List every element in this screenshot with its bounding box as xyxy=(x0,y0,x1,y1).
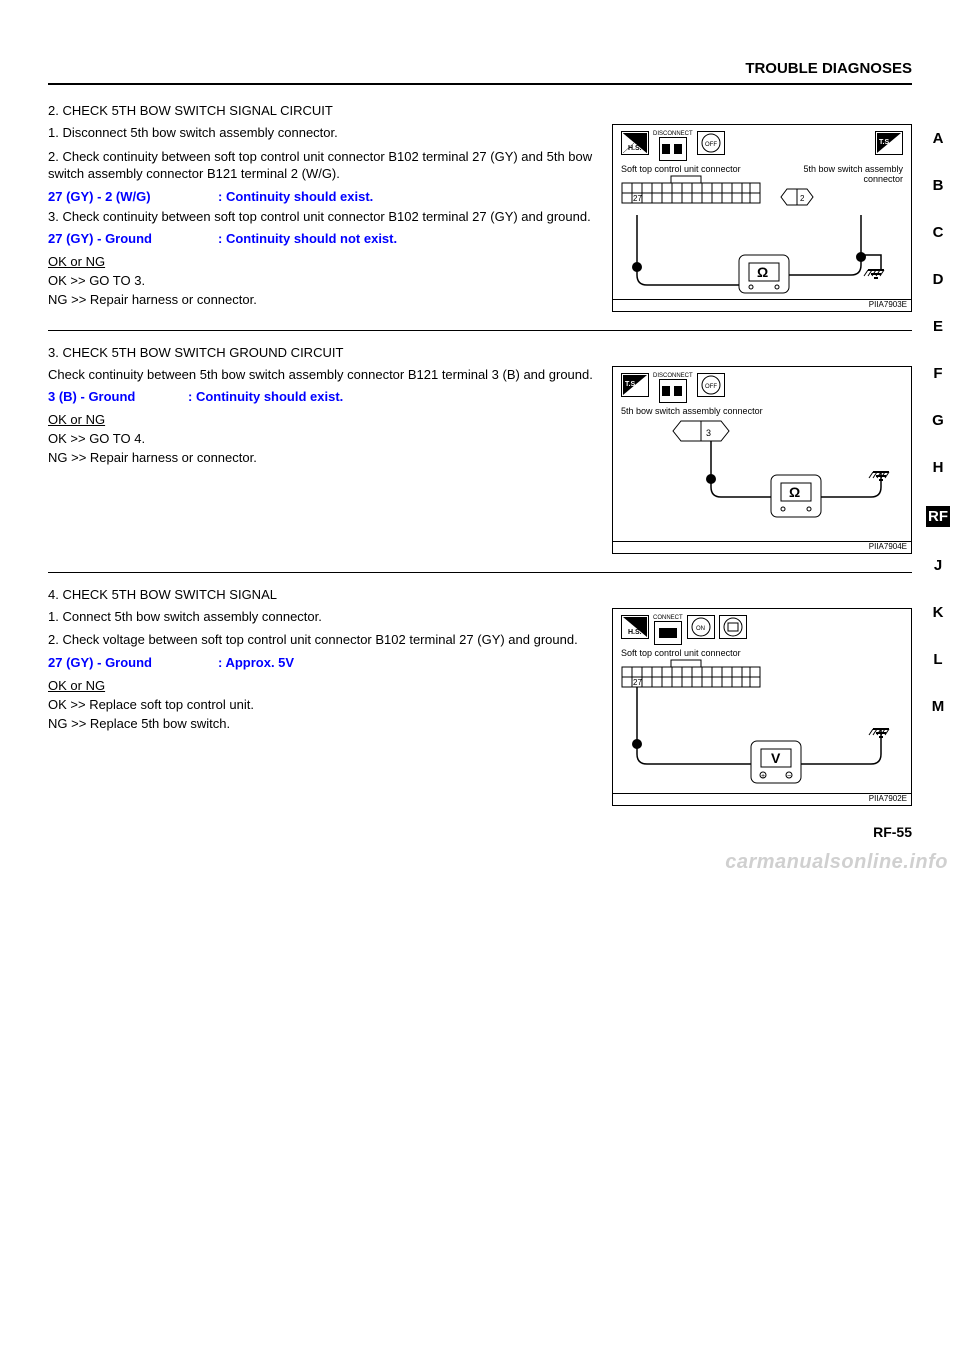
engine-icon xyxy=(719,615,747,639)
svg-text:−: − xyxy=(787,773,791,780)
svg-text:OFF: OFF xyxy=(705,142,717,148)
fig3-wiring: 27 V + − xyxy=(621,659,905,789)
fig1-code: PIIA7903E xyxy=(613,299,911,311)
disconnect-icon xyxy=(659,137,687,161)
svg-text:H.S.: H.S. xyxy=(628,145,642,152)
svg-text:+: + xyxy=(761,773,765,780)
svg-text:ON: ON xyxy=(696,626,705,632)
step2-spec1-left: 27 (GY) - 2 (W/G) xyxy=(48,189,218,204)
step3-ng: NG >> Repair harness or connector. xyxy=(48,450,600,465)
step3-title: 3. CHECK 5TH BOW SWITCH GROUND CIRCUIT xyxy=(48,345,912,360)
fig2-code: PIIA7904E xyxy=(613,541,911,553)
step4-ok: OK >> Replace soft top control unit. xyxy=(48,697,600,712)
svg-text:Ω: Ω xyxy=(789,484,800,500)
connect-icon xyxy=(654,621,682,645)
step2-line3: 3. Check continuity between soft top con… xyxy=(48,208,600,226)
step4-spec-left: 27 (GY) - Ground xyxy=(48,655,218,670)
svg-text:T.S.: T.S. xyxy=(879,139,891,146)
step4-okng: OK or NG xyxy=(48,678,600,693)
title-rule xyxy=(48,83,912,85)
step2-ok: OK >> GO TO 3. xyxy=(48,273,600,288)
svg-text:T.S.: T.S. xyxy=(625,381,637,388)
svg-text:2: 2 xyxy=(800,194,805,203)
svg-text:Ω: Ω xyxy=(757,264,768,280)
step2-line2: 2. Check continuity between soft top con… xyxy=(48,148,600,183)
step2-spec2-left: 27 (GY) - Ground xyxy=(48,231,218,246)
rule-2 xyxy=(48,330,912,331)
ts-icon-2: T.S. xyxy=(621,373,649,397)
page-number: RF-55 xyxy=(48,824,912,840)
step4-ng: NG >> Replace 5th bow switch. xyxy=(48,716,600,731)
hs-icon: H.S. xyxy=(621,131,649,155)
step4-line2: 2. Check voltage between soft top contro… xyxy=(48,631,600,649)
svg-text:OFF: OFF xyxy=(705,384,717,390)
step4-title: 4. CHECK 5TH BOW SWITCH SIGNAL xyxy=(48,587,912,602)
svg-text:3: 3 xyxy=(706,428,711,438)
svg-text:27: 27 xyxy=(633,194,642,203)
off-icon-2: OFF xyxy=(697,373,725,397)
step3-ok: OK >> GO TO 4. xyxy=(48,431,600,446)
disconnect-icon-2 xyxy=(659,379,687,403)
step3-spec-left: 3 (B) - Ground xyxy=(48,389,188,404)
connector-2: 2 xyxy=(767,185,827,215)
step2-spec1-right: : Continuity should exist. xyxy=(218,189,600,204)
rule-3 xyxy=(48,572,912,573)
step2-okng: OK or NG xyxy=(48,254,600,269)
step3-line1: Check continuity between 5th bow switch … xyxy=(48,366,600,384)
fig3-code: PIIA7902E xyxy=(613,793,911,805)
step4-spec-right: : Approx. 5V xyxy=(218,655,600,670)
svg-text:27: 27 xyxy=(633,678,642,687)
off-icon: OFF xyxy=(697,131,725,155)
step4-line1: 1. Connect 5th bow switch assembly conne… xyxy=(48,608,600,626)
on-icon: ON xyxy=(687,615,715,639)
fig2-wiring: 3 Ω xyxy=(621,417,905,537)
step2-ng: NG >> Repair harness or connector. xyxy=(48,292,600,307)
figure-3: H.S. CONNECT ON xyxy=(612,608,912,806)
fig2-conn-label: 5th bow switch assembly connector xyxy=(621,407,903,417)
fig3-conn-label: Soft top control unit connector xyxy=(621,649,903,659)
step3-spec-right: : Continuity should exist. xyxy=(188,389,600,404)
fig1-conn2-label: 5th bow switch assembly connector xyxy=(767,165,903,185)
watermark: carmanualsonline.info xyxy=(725,851,948,874)
figure-2: T.S. DISCONNECT OFF 5th bow switch asse xyxy=(612,366,912,554)
fig1-wiring: Ω xyxy=(621,215,905,295)
ts-icon: T.S. xyxy=(875,131,903,155)
step2-title: 2. CHECK 5TH BOW SWITCH SIGNAL CIRCUIT xyxy=(48,103,912,118)
svg-text:V: V xyxy=(771,750,781,766)
connector-1: 27 xyxy=(621,175,761,205)
hs-icon-3: H.S. xyxy=(621,615,649,639)
step2-line1: 1. Disconnect 5th bow switch assembly co… xyxy=(48,124,600,142)
svg-text:H.S.: H.S. xyxy=(628,629,642,636)
figure-1: H.S. DISCONNECT OFF xyxy=(612,124,912,312)
step2-spec2-right: : Continuity should not exist. xyxy=(218,231,600,246)
step3-okng: OK or NG xyxy=(48,412,600,427)
page-title: TROUBLE DIAGNOSES xyxy=(48,60,912,77)
fig1-conn1-label: Soft top control unit connector xyxy=(621,165,761,175)
